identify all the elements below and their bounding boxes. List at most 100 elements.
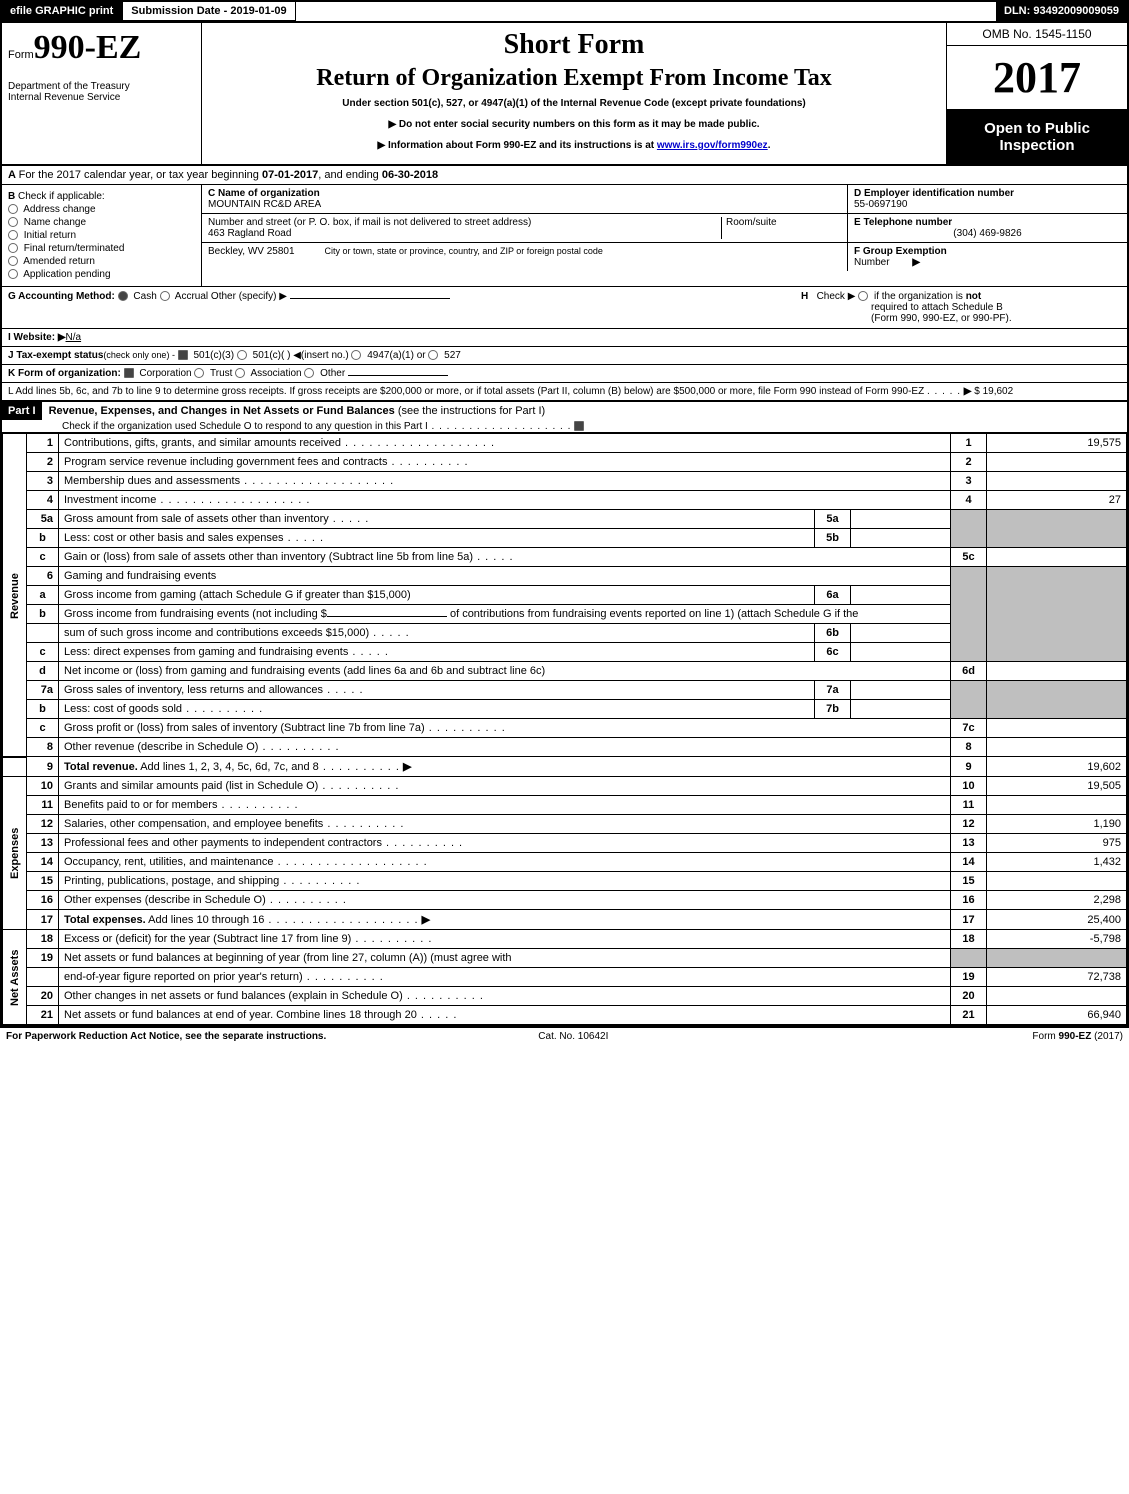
f-arrow: ▶ <box>912 257 920 268</box>
j-opt-0: 501(c)(3) <box>194 350 235 361</box>
row-l: L Add lines 5b, 6c, and 7b to line 9 to … <box>2 383 1127 400</box>
chk-amended-return[interactable] <box>8 256 18 266</box>
footer-right: Form 990-EZ (2017) <box>1032 1031 1123 1042</box>
l-text: L Add lines 5b, 6c, and 7b to line 9 to … <box>8 386 924 397</box>
chk-initial-return[interactable] <box>8 230 18 240</box>
row-i: I Website: ▶N/a <box>2 329 1127 347</box>
desc-6a: Gross income from gaming (attach Schedul… <box>59 586 815 605</box>
num-20: 20 <box>951 987 987 1006</box>
section-expenses-label: Expenses <box>3 777 27 930</box>
ln-7a: 7a <box>27 681 59 700</box>
grey-7 <box>951 681 987 719</box>
g-other: Other (specify) ▶ <box>211 291 287 302</box>
ln-15: 15 <box>27 872 59 891</box>
dln-label: DLN: <box>1004 5 1033 17</box>
g-opt-0: Cash <box>133 291 156 302</box>
k-opt-0: Corporation <box>139 368 191 379</box>
desc-6c: Less: direct expenses from gaming and fu… <box>64 646 348 658</box>
header-mid: Short Form Return of Organization Exempt… <box>202 23 947 164</box>
chk-schedule-o[interactable] <box>574 421 584 431</box>
disclosure-l2: Inspection <box>953 137 1121 154</box>
val-10: 19,505 <box>987 777 1127 796</box>
h-text3: not <box>966 291 982 302</box>
val-2 <box>987 453 1127 472</box>
val-3 <box>987 472 1127 491</box>
instr-line-1: ▶ Do not enter social security numbers o… <box>208 119 940 130</box>
chk-other-org[interactable] <box>304 368 314 378</box>
footer: For Paperwork Reduction Act Notice, see … <box>0 1027 1129 1045</box>
h-text1: Check ▶ <box>817 291 856 302</box>
b-opt-4: Amended return <box>23 256 95 267</box>
desc-6b2: sum of such gross income and contributio… <box>64 627 369 639</box>
chk-501c3[interactable] <box>178 350 188 360</box>
c-city-label: City or town, state or province, country… <box>325 246 603 257</box>
chk-application-pending[interactable] <box>8 269 18 279</box>
form-subtitle: Under section 501(c), 527, or 4947(a)(1)… <box>208 98 940 109</box>
desc-12: Salaries, other compensation, and employ… <box>64 818 323 830</box>
mini-6b: 6b <box>815 624 851 643</box>
instructions-link[interactable]: www.irs.gov/form990ez <box>657 140 768 151</box>
val-15 <box>987 872 1127 891</box>
submission-date-value: 2019-01-09 <box>230 5 286 17</box>
short-form-title: Short Form <box>208 29 940 61</box>
j-paren: (check only one) - <box>103 350 175 360</box>
val-20 <box>987 987 1127 1006</box>
chk-cash[interactable] <box>118 291 128 301</box>
num-13: 13 <box>951 834 987 853</box>
part1-title-suffix: (see the instructions for Part I) <box>395 405 545 417</box>
dln-badge: DLN: 93492009009059 <box>996 2 1127 21</box>
chk-corporation[interactable] <box>124 368 134 378</box>
omb-number: OMB No. 1545-1150 <box>947 23 1127 46</box>
ln-1: 1 <box>27 434 59 453</box>
line-a: A For the 2017 calendar year, or tax yea… <box>2 166 1127 185</box>
desc-16: Other expenses (describe in Schedule O) <box>64 894 266 906</box>
num-1: 1 <box>951 434 987 453</box>
ln-2: 2 <box>27 453 59 472</box>
chk-accrual[interactable] <box>160 291 170 301</box>
chk-4947a1[interactable] <box>351 350 361 360</box>
minival-5b <box>851 529 951 548</box>
num-2: 2 <box>951 453 987 472</box>
desc-5a: Gross amount from sale of assets other t… <box>64 513 329 525</box>
num-9: 9 <box>951 757 987 777</box>
num-11: 11 <box>951 796 987 815</box>
k-label: K Form of organization: <box>8 368 121 379</box>
val-14: 1,432 <box>987 853 1127 872</box>
grey-19 <box>951 949 987 968</box>
ln-4: 4 <box>27 491 59 510</box>
chk-527[interactable] <box>428 350 438 360</box>
ln-18: 18 <box>27 930 59 949</box>
d-value: 55-0697190 <box>854 199 907 210</box>
num-18: 18 <box>951 930 987 949</box>
chk-name-change[interactable] <box>8 217 18 227</box>
a-prefix: For the 2017 calendar year, or tax year … <box>19 169 262 181</box>
ln-6d: d <box>27 662 59 681</box>
dept-line1: Department of the Treasury <box>8 81 195 92</box>
ln-6b: b <box>27 605 59 624</box>
e-label: E Telephone number <box>854 217 952 228</box>
header-right: OMB No. 1545-1150 2017 Open to Public In… <box>947 23 1127 164</box>
i-label: I Website: ▶ <box>8 332 66 343</box>
chk-association[interactable] <box>235 368 245 378</box>
ln-3: 3 <box>27 472 59 491</box>
desc-17a: Total expenses. <box>64 914 146 926</box>
mini-7a: 7a <box>815 681 851 700</box>
ln-14: 14 <box>27 853 59 872</box>
desc-20: Other changes in net assets or fund bala… <box>64 990 403 1002</box>
chk-final-return[interactable] <box>8 243 18 253</box>
ln-8: 8 <box>27 738 59 757</box>
chk-trust[interactable] <box>194 368 204 378</box>
f-label2: Number <box>854 257 890 268</box>
chk-schedule-b[interactable] <box>858 291 868 301</box>
ln-6b2 <box>27 624 59 643</box>
efile-badge: efile GRAPHIC print <box>2 2 123 21</box>
form-number: 990-EZ <box>34 29 142 66</box>
num-19: 19 <box>951 968 987 987</box>
chk-501c-other[interactable] <box>237 350 247 360</box>
minival-6b <box>851 624 951 643</box>
part1-label: Part I <box>2 402 42 420</box>
row-k: K Form of organization: Corporation Trus… <box>2 365 1127 383</box>
chk-address-change[interactable] <box>8 204 18 214</box>
mini-6c: 6c <box>815 643 851 662</box>
h-text2: if the organization is <box>874 291 966 302</box>
